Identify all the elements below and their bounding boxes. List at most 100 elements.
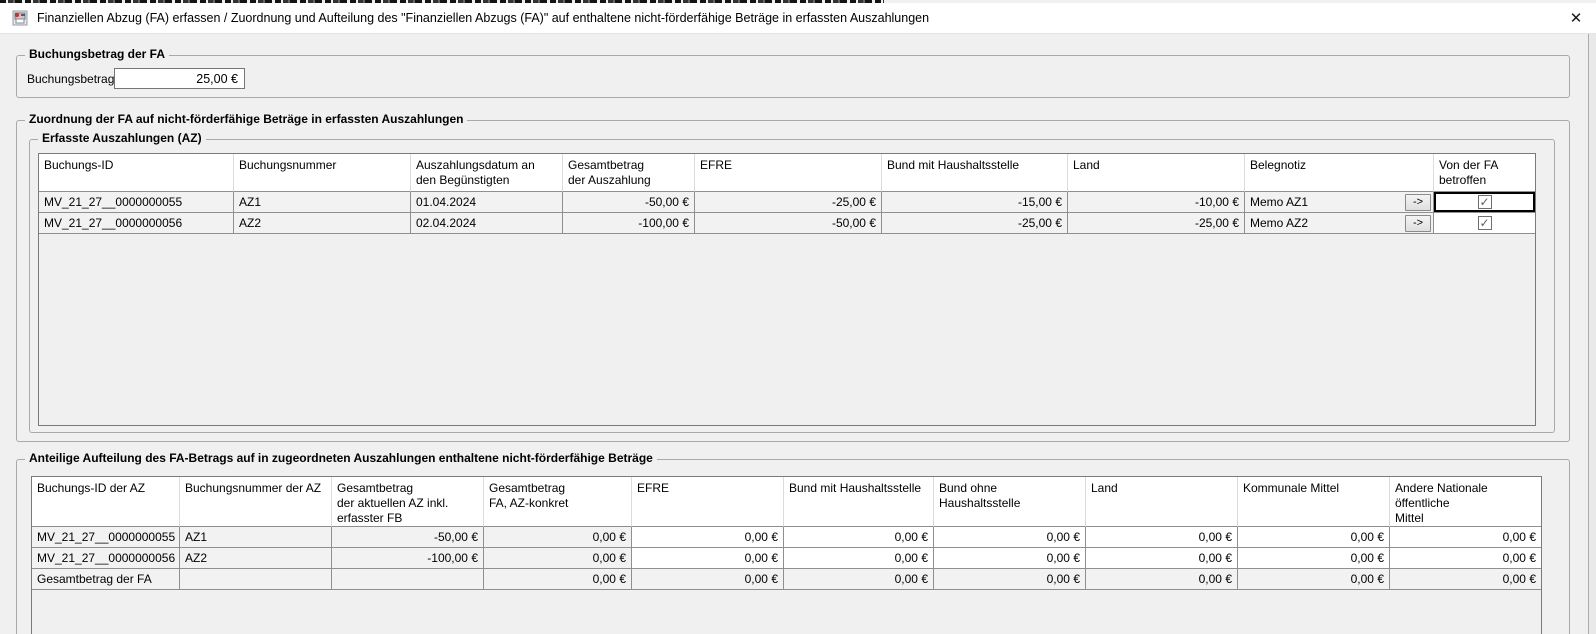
cell-land: -25,00 € [1068, 213, 1245, 234]
col-header-bund: Bund mit Haushaltsstelle [882, 154, 1068, 192]
betroffen-checkbox-checked[interactable]: ✓ [1477, 195, 1492, 209]
cell-total-label: Gesamtbetrag der FA [32, 569, 180, 590]
col-header-efre: EFRE [632, 477, 784, 527]
groupbox-buchungsbetrag-title: Buchungsbetrag der FA [25, 47, 170, 61]
table-az-header-row: Buchungs-ID Buchungsnummer Auszahlungsda… [39, 154, 1535, 192]
col-header-efre: EFRE [695, 154, 882, 192]
cell-andere-mittel[interactable]: 0,00 € [1390, 548, 1541, 569]
window-right-edge [1588, 34, 1589, 634]
table-aufteilung-header-row: Buchungs-ID der AZ Buchungsnummer der AZ… [32, 477, 1541, 527]
cell-buchungsnummer: AZ1 [180, 527, 332, 548]
clipped-background-window-text [0, 0, 884, 3]
cell-gesamtbetrag: -100,00 € [563, 213, 695, 234]
cell-von-fa-betroffen[interactable]: ✓ [1434, 192, 1535, 213]
cell-efre: -25,00 € [695, 192, 882, 213]
cell-gesamtbetrag-fa: 0,00 € [484, 527, 632, 548]
belegnotiz-text: Memo AZ1 [1250, 195, 1309, 209]
cell-andere-mittel[interactable]: 0,00 € [1390, 527, 1541, 548]
cell-bund-ohne[interactable]: 0,00 € [934, 548, 1086, 569]
groupbox-zuordnung-title: Zuordnung der FA auf nicht-förderfähige … [25, 112, 468, 126]
cell-belegnotiz: Memo AZ1 -> [1245, 192, 1434, 213]
cell-empty [180, 569, 332, 590]
open-belegnotiz-button[interactable]: -> [1405, 193, 1431, 211]
buchungsbetrag-label: Buchungsbetrag [27, 72, 115, 86]
col-header-belegnotiz: Belegnotiz [1245, 154, 1434, 192]
close-button[interactable]: ✕ [1562, 5, 1590, 31]
window-right-strip [1589, 34, 1596, 634]
col-header-andere-nationale-mittel: Andere Nationale öffentliche Mittel [1390, 477, 1541, 527]
cell-buchungs-id: MV_21_27__0000000055 [39, 192, 234, 213]
col-header-gesamtbetrag-fa: Gesamtbetrag FA, AZ-konkret [484, 477, 632, 527]
app-icon [12, 10, 28, 26]
table-row: MV_21_27__0000000055 AZ1 01.04.2024 -50,… [39, 192, 1535, 213]
table-erfasste-auszahlungen: Buchungs-ID Buchungsnummer Auszahlungsda… [38, 153, 1536, 426]
cell-total-efre: 0,00 € [632, 569, 784, 590]
groupbox-buchungsbetrag: Buchungsbetrag der FA Buchungsbetrag [16, 47, 1570, 98]
buchungsbetrag-input[interactable] [114, 68, 245, 89]
col-header-bund-mit-haushaltsstelle: Bund mit Haushaltsstelle [784, 477, 934, 527]
open-belegnotiz-button[interactable]: -> [1405, 214, 1431, 232]
groupbox-zuordnung: Zuordnung der FA auf nicht-förderfähige … [16, 112, 1570, 442]
cell-bund-mit[interactable]: 0,00 € [784, 548, 934, 569]
groupbox-aufteilung: Anteilige Aufteilung des FA-Betrags auf … [16, 451, 1570, 634]
groupbox-erfasste-title: Erfasste Auszahlungen (AZ) [38, 131, 206, 145]
cell-efre[interactable]: 0,00 € [632, 527, 784, 548]
table-empty-area [39, 234, 1535, 424]
col-header-land: Land [1068, 154, 1245, 192]
groupbox-aufteilung-title: Anteilige Aufteilung des FA-Betrags auf … [25, 451, 657, 465]
cell-gesamtbetrag-fa: 0,00 € [484, 548, 632, 569]
cell-empty [332, 569, 484, 590]
cell-buchungsnummer: AZ2 [234, 213, 411, 234]
groupbox-erfasste-auszahlungen: Erfasste Auszahlungen (AZ) Buchungs-ID B… [29, 131, 1555, 433]
cell-bund: -15,00 € [882, 192, 1068, 213]
cell-datum: 02.04.2024 [411, 213, 563, 234]
cell-gesamtbetrag-az: -50,00 € [332, 527, 484, 548]
cell-land: -10,00 € [1068, 192, 1245, 213]
cell-land[interactable]: 0,00 € [1086, 548, 1238, 569]
cell-buchungsnummer: AZ2 [180, 548, 332, 569]
betroffen-checkbox-checked[interactable]: ✓ [1477, 216, 1492, 230]
table-row: MV_21_27__0000000055 AZ1 -50,00 € 0,00 €… [32, 527, 1541, 548]
cell-land[interactable]: 0,00 € [1086, 527, 1238, 548]
belegnotiz-text: Memo AZ2 [1250, 216, 1309, 230]
cell-buchungs-id: MV_21_27__0000000056 [32, 548, 180, 569]
cell-total-land: 0,00 € [1086, 569, 1238, 590]
cell-kommunale-mittel[interactable]: 0,00 € [1238, 527, 1390, 548]
col-header-buchungsnummer: Buchungsnummer [234, 154, 411, 192]
cell-total-bund-mit: 0,00 € [784, 569, 934, 590]
col-header-kommunale-mittel: Kommunale Mittel [1238, 477, 1390, 527]
cell-total-bund-ohne: 0,00 € [934, 569, 1086, 590]
window-title: Finanziellen Abzug (FA) erfassen / Zuord… [37, 11, 930, 25]
col-header-gesamtbetrag-az: Gesamtbetrag der aktuellen AZ inkl. erfa… [332, 477, 484, 527]
table-row: MV_21_27__0000000056 AZ2 02.04.2024 -100… [39, 213, 1535, 234]
cell-kommunale-mittel[interactable]: 0,00 € [1238, 548, 1390, 569]
cell-total-gesamtbetrag-fa: 0,00 € [484, 569, 632, 590]
col-header-bund-ohne-haushaltsstelle: Bund ohne Haushaltsstelle [934, 477, 1086, 527]
table-row: MV_21_27__0000000056 AZ2 -100,00 € 0,00 … [32, 548, 1541, 569]
cell-buchungsnummer: AZ1 [234, 192, 411, 213]
cell-gesamtbetrag: -50,00 € [563, 192, 695, 213]
cell-bund: -25,00 € [882, 213, 1068, 234]
cell-belegnotiz: Memo AZ2 -> [1245, 213, 1434, 234]
cell-datum: 01.04.2024 [411, 192, 563, 213]
col-header-buchungs-id: Buchungs-ID [39, 154, 234, 192]
col-header-land: Land [1086, 477, 1238, 527]
cell-von-fa-betroffen[interactable]: ✓ [1434, 213, 1535, 234]
cell-bund-mit[interactable]: 0,00 € [784, 527, 934, 548]
table-aufteilung: Buchungs-ID der AZ Buchungsnummer der AZ… [31, 476, 1542, 634]
table-empty-area [32, 590, 1541, 634]
cell-buchungs-id: MV_21_27__0000000055 [32, 527, 180, 548]
col-header-gesamtbetrag: Gesamtbetrag der Auszahlung [563, 154, 695, 192]
col-header-buchungsnummer-der-az: Buchungsnummer der AZ [180, 477, 332, 527]
cell-efre: -50,00 € [695, 213, 882, 234]
title-bar: Finanziellen Abzug (FA) erfassen / Zuord… [0, 3, 1596, 34]
cell-buchungs-id: MV_21_27__0000000056 [39, 213, 234, 234]
cell-bund-ohne[interactable]: 0,00 € [934, 527, 1086, 548]
cell-gesamtbetrag-az: -100,00 € [332, 548, 484, 569]
cell-total-andere: 0,00 € [1390, 569, 1541, 590]
col-header-buchungs-id-der-az: Buchungs-ID der AZ [32, 477, 180, 527]
table-total-row: Gesamtbetrag der FA 0,00 € 0,00 € 0,00 €… [32, 569, 1541, 590]
cell-efre[interactable]: 0,00 € [632, 548, 784, 569]
col-header-von-fa-betroffen: Von der FA betroffen [1434, 154, 1535, 192]
